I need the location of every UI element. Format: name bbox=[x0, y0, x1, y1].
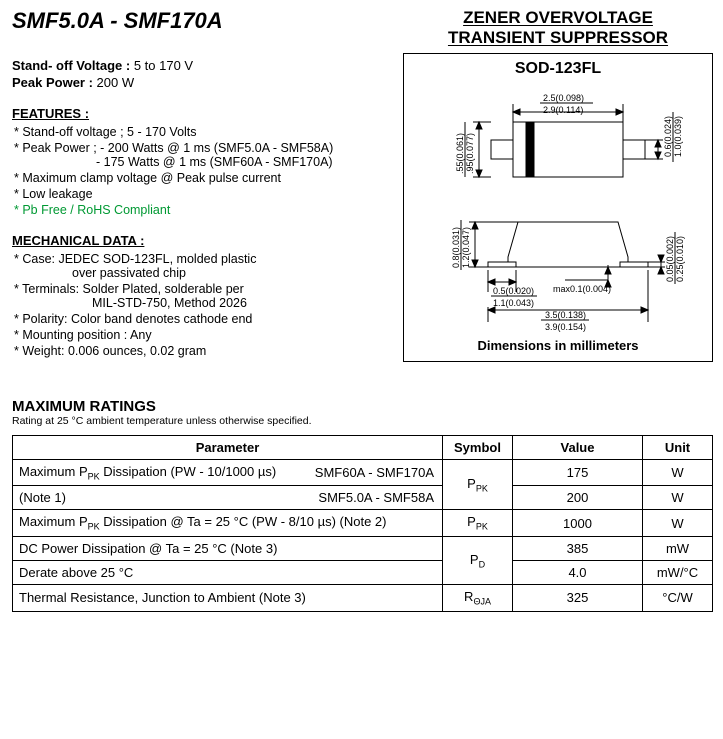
svg-text:0.6(0.024): 0.6(0.024) bbox=[663, 116, 673, 157]
datasheet-page: SMF5.0A - SMF170A Stand- off Voltage : 5… bbox=[0, 0, 723, 612]
svg-text:.95(0.077): .95(0.077) bbox=[465, 133, 475, 174]
feature-item: * Stand-off voltage ; 5 - 170 Volts bbox=[14, 125, 395, 139]
cell-parameter: Maximum PPK Dissipation @ Ta = 25 °C (PW… bbox=[13, 510, 443, 537]
mechanical-list: * Case: JEDEC SOD-123FL, molded plastic … bbox=[12, 252, 395, 358]
cell-unit: °C/W bbox=[643, 584, 713, 611]
cell-unit: W bbox=[643, 510, 713, 537]
mech-subline: over passivated chip bbox=[14, 266, 395, 280]
cell-unit: W bbox=[643, 459, 713, 486]
col-unit: Unit bbox=[643, 435, 713, 459]
cell-value: 1000 bbox=[513, 510, 643, 537]
table-row: Derate above 25 °C 4.0 mW/°C bbox=[13, 560, 713, 584]
mechanical-title: MECHANICAL DATA : bbox=[12, 233, 395, 248]
max-ratings-table: Parameter Symbol Value Unit Maximum PPK … bbox=[12, 435, 713, 612]
package-outline-svg: 2.5(0.098) 2.9(0.114) 0.6(0.024) 1.0(0.0… bbox=[413, 82, 703, 332]
cell-value: 385 bbox=[513, 536, 643, 560]
cell-value: 175 bbox=[513, 459, 643, 486]
svg-text:0.5(0.020): 0.5(0.020) bbox=[493, 286, 534, 296]
svg-text:2.5(0.098): 2.5(0.098) bbox=[543, 93, 584, 103]
mech-subline: MIL-STD-750, Method 2026 bbox=[14, 296, 395, 310]
svg-text:3.9(0.154): 3.9(0.154) bbox=[545, 322, 586, 332]
svg-text:0.8(0.031): 0.8(0.031) bbox=[451, 227, 461, 268]
diagram-caption: Dimensions in millimeters bbox=[408, 338, 708, 353]
table-row: (Note 1) SMF5.0A - SMF58A 200 W bbox=[13, 486, 713, 510]
cell-parameter-range: SMF5.0A - SMF58A bbox=[300, 486, 443, 510]
features-list: * Stand-off voltage ; 5 - 170 Volts * Pe… bbox=[12, 125, 395, 217]
package-diagram-box: SOD-123FL 2 bbox=[403, 53, 713, 362]
part-number-title: SMF5.0A - SMF170A bbox=[12, 8, 395, 34]
cell-parameter: Maximum PPK Dissipation (PW - 10/1000 µs… bbox=[13, 459, 300, 486]
mech-item: * Mounting position : Any bbox=[14, 328, 395, 342]
svg-text:3.5(0.138): 3.5(0.138) bbox=[545, 310, 586, 320]
cell-value: 4.0 bbox=[513, 560, 643, 584]
table-row: Thermal Resistance, Junction to Ambient … bbox=[13, 584, 713, 611]
cell-parameter: (Note 1) bbox=[13, 486, 300, 510]
mech-item: * Polarity: Color band denotes cathode e… bbox=[14, 312, 395, 326]
feature-item: * Peak Power ; - 200 Watts @ 1 ms (SMF5.… bbox=[14, 141, 395, 169]
col-parameter: Parameter bbox=[13, 435, 443, 459]
cell-parameter-range: SMF60A - SMF170A bbox=[300, 459, 443, 486]
left-column: SMF5.0A - SMF170A Stand- off Voltage : 5… bbox=[12, 8, 395, 360]
top-row: SMF5.0A - SMF170A Stand- off Voltage : 5… bbox=[12, 8, 713, 362]
feature-item: * Maximum clamp voltage @ Peak pulse cur… bbox=[14, 171, 395, 185]
svg-text:2.9(0.114): 2.9(0.114) bbox=[543, 105, 583, 115]
col-value: Value bbox=[513, 435, 643, 459]
cell-unit: mW/°C bbox=[643, 560, 713, 584]
feature-item-rohs: * Pb Free / RoHS Compliant bbox=[14, 203, 395, 217]
cell-symbol: PPK bbox=[443, 510, 513, 537]
table-header-row: Parameter Symbol Value Unit bbox=[13, 435, 713, 459]
svg-text:1.2(0.047): 1.2(0.047) bbox=[461, 227, 471, 268]
standoff-value: 5 to 170 V bbox=[134, 58, 193, 73]
feature-subline: - 175 Watts @ 1 ms (SMF60A - SMF170A) bbox=[14, 155, 395, 169]
feature-item: * Low leakage bbox=[14, 187, 395, 201]
peakpower-value: 200 W bbox=[97, 75, 135, 90]
features-title: FEATURES : bbox=[12, 106, 395, 121]
mech-item: * Weight: 0.006 ounces, 0.02 gram bbox=[14, 344, 395, 358]
right-column: ZENER OVERVOLTAGE TRANSIENT SUPPRESSOR S… bbox=[403, 8, 713, 362]
package-name: SOD-123FL bbox=[408, 60, 708, 78]
cell-parameter: Thermal Resistance, Junction to Ambient … bbox=[13, 584, 443, 611]
svg-text:1.0(0.039): 1.0(0.039) bbox=[673, 116, 683, 157]
cell-unit: mW bbox=[643, 536, 713, 560]
svg-text:0.25(0.010): 0.25(0.010) bbox=[675, 236, 685, 282]
table-row: Maximum PPK Dissipation (PW - 10/1000 µs… bbox=[13, 459, 713, 486]
peak-power-line: Peak Power : 200 W bbox=[12, 75, 395, 90]
standoff-label: Stand- off Voltage : bbox=[12, 58, 134, 73]
max-ratings-title: MAXIMUM RATINGS bbox=[12, 398, 713, 415]
cell-value: 325 bbox=[513, 584, 643, 611]
cell-symbol: PD bbox=[443, 536, 513, 584]
peakpower-label: Peak Power : bbox=[12, 75, 97, 90]
svg-text:1.1(0.043): 1.1(0.043) bbox=[493, 298, 534, 308]
svg-text:.55(0.061): .55(0.061) bbox=[455, 133, 465, 174]
col-symbol: Symbol bbox=[443, 435, 513, 459]
cell-value: 200 bbox=[513, 486, 643, 510]
cell-parameter: Derate above 25 °C bbox=[13, 560, 443, 584]
mech-item: * Case: JEDEC SOD-123FL, molded plastic … bbox=[14, 252, 395, 280]
standoff-voltage-line: Stand- off Voltage : 5 to 170 V bbox=[12, 58, 395, 73]
svg-text:max0.1(0.004): max0.1(0.004) bbox=[553, 284, 611, 294]
svg-text:0.05(0.002): 0.05(0.002) bbox=[665, 236, 675, 282]
cell-symbol: PPK bbox=[443, 459, 513, 510]
cell-unit: W bbox=[643, 486, 713, 510]
table-row: Maximum PPK Dissipation @ Ta = 25 °C (PW… bbox=[13, 510, 713, 537]
cell-symbol: RΘJA bbox=[443, 584, 513, 611]
mech-item: * Terminals: Solder Plated, solderable p… bbox=[14, 282, 395, 310]
cell-parameter: DC Power Dissipation @ Ta = 25 °C (Note … bbox=[13, 536, 443, 560]
table-row: DC Power Dissipation @ Ta = 25 °C (Note … bbox=[13, 536, 713, 560]
category-title: ZENER OVERVOLTAGE TRANSIENT SUPPRESSOR bbox=[403, 8, 713, 49]
max-ratings-subtitle: Rating at 25 °C ambient temperature unle… bbox=[12, 415, 713, 427]
